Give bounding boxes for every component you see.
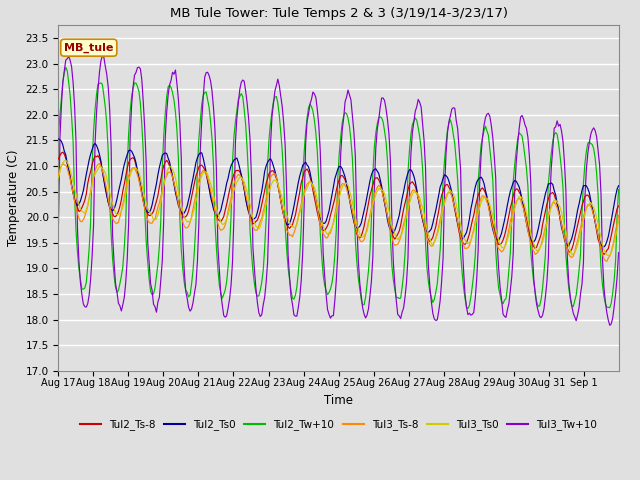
Tul2_Tw+10: [614, 187, 622, 192]
Tul2_Tw+10: [62, 64, 70, 70]
Tul2_Ts0: [54, 136, 62, 142]
Tul3_Ts-8: [603, 258, 611, 264]
Tul3_Ts0: [614, 218, 622, 224]
Tul3_Ts-8: [614, 213, 622, 218]
Tul3_Ts0: [344, 182, 352, 188]
Tul2_Ts0: [91, 141, 99, 146]
Tul3_Ts-8: [95, 160, 103, 166]
Line: Tul3_Ts-8: Tul3_Ts-8: [58, 163, 618, 261]
Tul3_Ts-8: [455, 227, 463, 232]
Tul2_Ts-8: [54, 156, 62, 162]
Tul2_Ts-8: [614, 203, 622, 209]
Tul3_Ts0: [93, 169, 100, 175]
Line: Tul3_Tw+10: Tul3_Tw+10: [58, 56, 618, 325]
Tul2_Ts-8: [539, 222, 547, 228]
Tul2_Tw+10: [344, 115, 352, 121]
Tul3_Tw+10: [539, 312, 547, 318]
Tul3_Ts0: [54, 175, 62, 180]
Tul3_Ts-8: [613, 221, 621, 227]
Tul2_Ts0: [612, 193, 620, 199]
Tul2_Ts0: [454, 220, 461, 226]
Line: Tul2_Ts0: Tul2_Ts0: [58, 139, 618, 247]
Tul3_Tw+10: [455, 146, 463, 152]
Tul3_Ts0: [62, 157, 70, 163]
Text: MB_tule: MB_tule: [64, 43, 113, 53]
Line: Tul2_Ts-8: Tul2_Ts-8: [58, 152, 618, 254]
Y-axis label: Temperature (C): Temperature (C): [7, 150, 20, 246]
Tul2_Tw+10: [75, 266, 83, 272]
Tul2_Ts-8: [59, 149, 67, 155]
Tul2_Ts0: [614, 183, 622, 189]
Tul2_Ts0: [342, 180, 350, 186]
Line: Tul3_Ts0: Tul3_Ts0: [58, 160, 618, 255]
Tul3_Ts0: [75, 202, 83, 207]
Tul2_Tw+10: [54, 132, 62, 138]
Tul3_Tw+10: [614, 250, 622, 255]
Tul2_Ts-8: [93, 154, 100, 160]
X-axis label: Time: Time: [324, 394, 353, 407]
Tul3_Ts-8: [54, 172, 62, 178]
Tul3_Ts-8: [539, 237, 547, 242]
Tul2_Ts0: [537, 212, 545, 217]
Tul3_Ts0: [455, 216, 463, 222]
Tul2_Ts-8: [344, 188, 352, 193]
Tul2_Tw+10: [455, 210, 463, 216]
Tul2_Ts0: [600, 244, 608, 250]
Tul2_Ts-8: [455, 229, 463, 235]
Tul2_Ts-8: [613, 206, 621, 212]
Tul3_Tw+10: [606, 323, 614, 328]
Tul3_Ts-8: [91, 168, 99, 174]
Tul2_Ts0: [74, 203, 81, 208]
Tul2_Ts-8: [75, 208, 83, 214]
Tul2_Ts-8: [600, 252, 608, 257]
Line: Tul2_Tw+10: Tul2_Tw+10: [58, 67, 618, 309]
Tul3_Ts-8: [74, 210, 81, 216]
Tul3_Ts0: [604, 252, 612, 258]
Title: MB Tule Tower: Tule Temps 2 & 3 (3/19/14-3/23/17): MB Tule Tower: Tule Temps 2 & 3 (3/19/14…: [170, 7, 508, 20]
Tul3_Tw+10: [74, 226, 81, 232]
Tul3_Tw+10: [91, 141, 99, 147]
Tul3_Ts-8: [344, 192, 352, 198]
Tul3_Tw+10: [54, 220, 62, 226]
Legend: Tul2_Ts-8, Tul2_Ts0, Tul2_Tw+10, Tul3_Ts-8, Tul3_Ts0, Tul3_Tw+10: Tul2_Ts-8, Tul2_Ts0, Tul2_Tw+10, Tul3_Ts…: [76, 415, 601, 434]
Tul3_Ts0: [613, 226, 621, 232]
Tul3_Ts0: [539, 240, 547, 246]
Tul2_Tw+10: [464, 306, 472, 312]
Tul3_Tw+10: [99, 53, 106, 59]
Tul3_Tw+10: [344, 87, 352, 93]
Tul2_Tw+10: [540, 270, 548, 276]
Tul2_Tw+10: [613, 214, 621, 219]
Tul2_Tw+10: [93, 92, 100, 97]
Tul3_Tw+10: [613, 275, 621, 280]
